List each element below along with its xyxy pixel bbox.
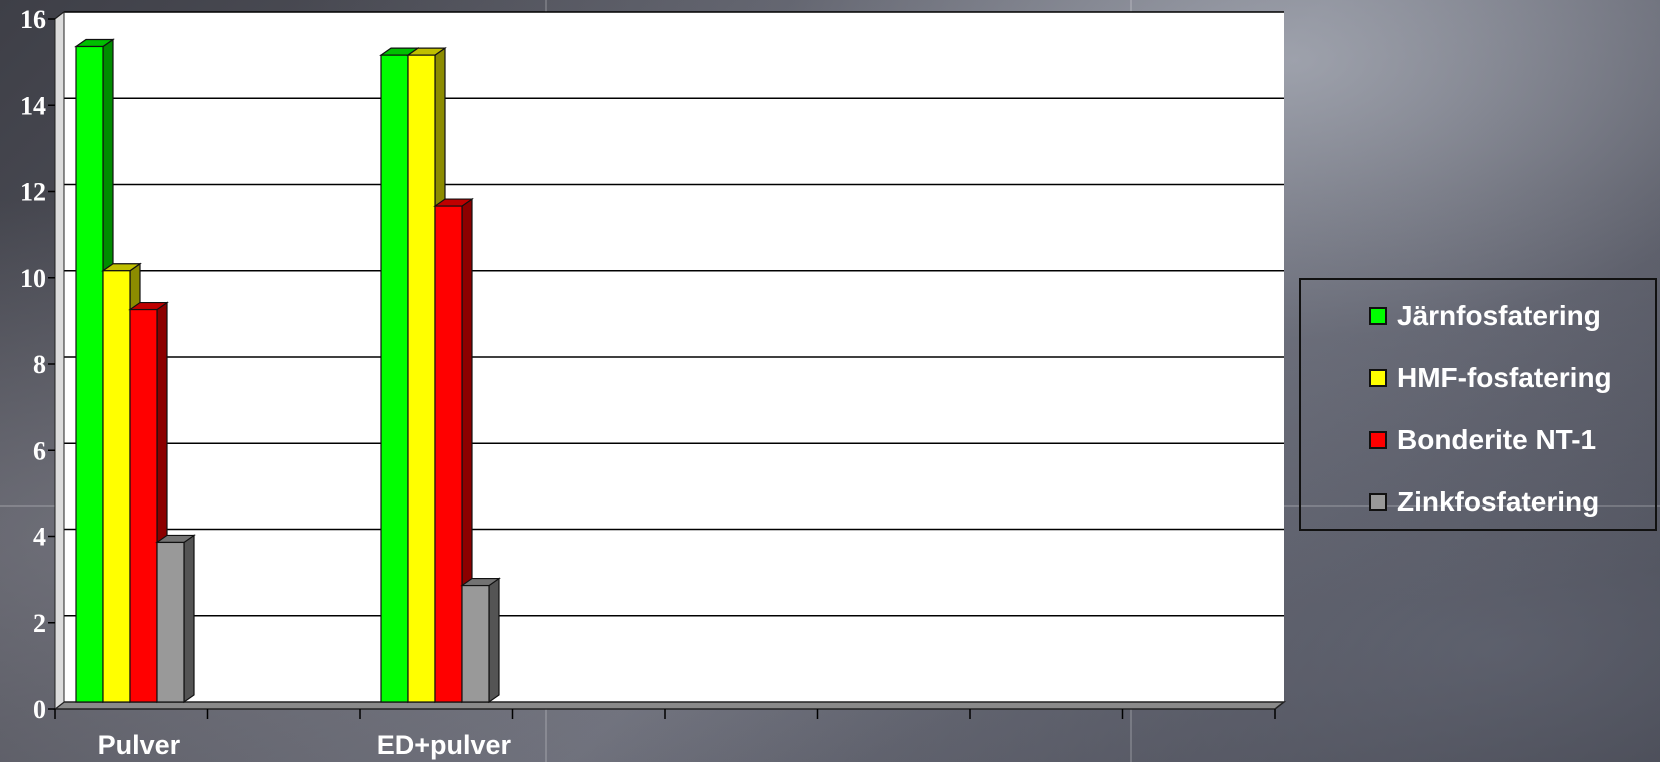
legend-swatch — [1369, 369, 1387, 387]
legend-swatch — [1369, 307, 1387, 325]
bar-0-3 — [157, 535, 194, 702]
y-tick-label: 4 — [33, 523, 46, 552]
bar-side — [489, 579, 499, 702]
legend-swatch — [1369, 493, 1387, 511]
bar-front — [408, 55, 435, 702]
bar-front — [76, 47, 103, 703]
legend-label: Järnfosfatering — [1397, 300, 1601, 332]
y-tick-label: 10 — [20, 264, 46, 293]
bar-front — [435, 206, 462, 702]
y-tick-label: 12 — [20, 178, 46, 207]
y-tick-label: 8 — [33, 350, 46, 379]
chart-floor — [55, 702, 1284, 709]
x-category-label: ED+pulver — [377, 730, 512, 760]
bar-front — [130, 310, 157, 702]
bar-front — [157, 542, 184, 702]
legend: Järnfosfatering HMF-fosfatering Bonderit… — [1299, 278, 1657, 531]
y-tick-label: 6 — [33, 436, 46, 465]
y-tick-labels: 0 2 4 6 8 10 12 14 16 — [20, 5, 46, 724]
y-tick-label: 14 — [20, 91, 46, 120]
chart-side-wall — [55, 12, 64, 709]
bar-front — [103, 271, 130, 702]
legend-label: HMF-fosfatering — [1397, 362, 1612, 394]
y-tick-label: 16 — [20, 5, 46, 34]
legend-item: Zinkfosfatering — [1369, 485, 1599, 519]
bar-front — [462, 586, 489, 702]
legend-label: Bonderite NT-1 — [1397, 424, 1596, 456]
legend-swatch — [1369, 431, 1387, 449]
x-category-label: Pulver — [98, 730, 181, 760]
bar-front — [381, 55, 408, 702]
x-category-labels: Pulver ED+pulver — [98, 730, 512, 760]
y-tick-label: 2 — [33, 609, 46, 638]
bar-1-3 — [462, 579, 499, 702]
legend-item: Järnfosfatering — [1369, 299, 1601, 333]
legend-label: Zinkfosfatering — [1397, 486, 1599, 518]
legend-item: Bonderite NT-1 — [1369, 423, 1596, 457]
legend-item: HMF-fosfatering — [1369, 361, 1612, 395]
y-tick-label: 0 — [33, 695, 46, 724]
bar-side — [184, 535, 194, 702]
